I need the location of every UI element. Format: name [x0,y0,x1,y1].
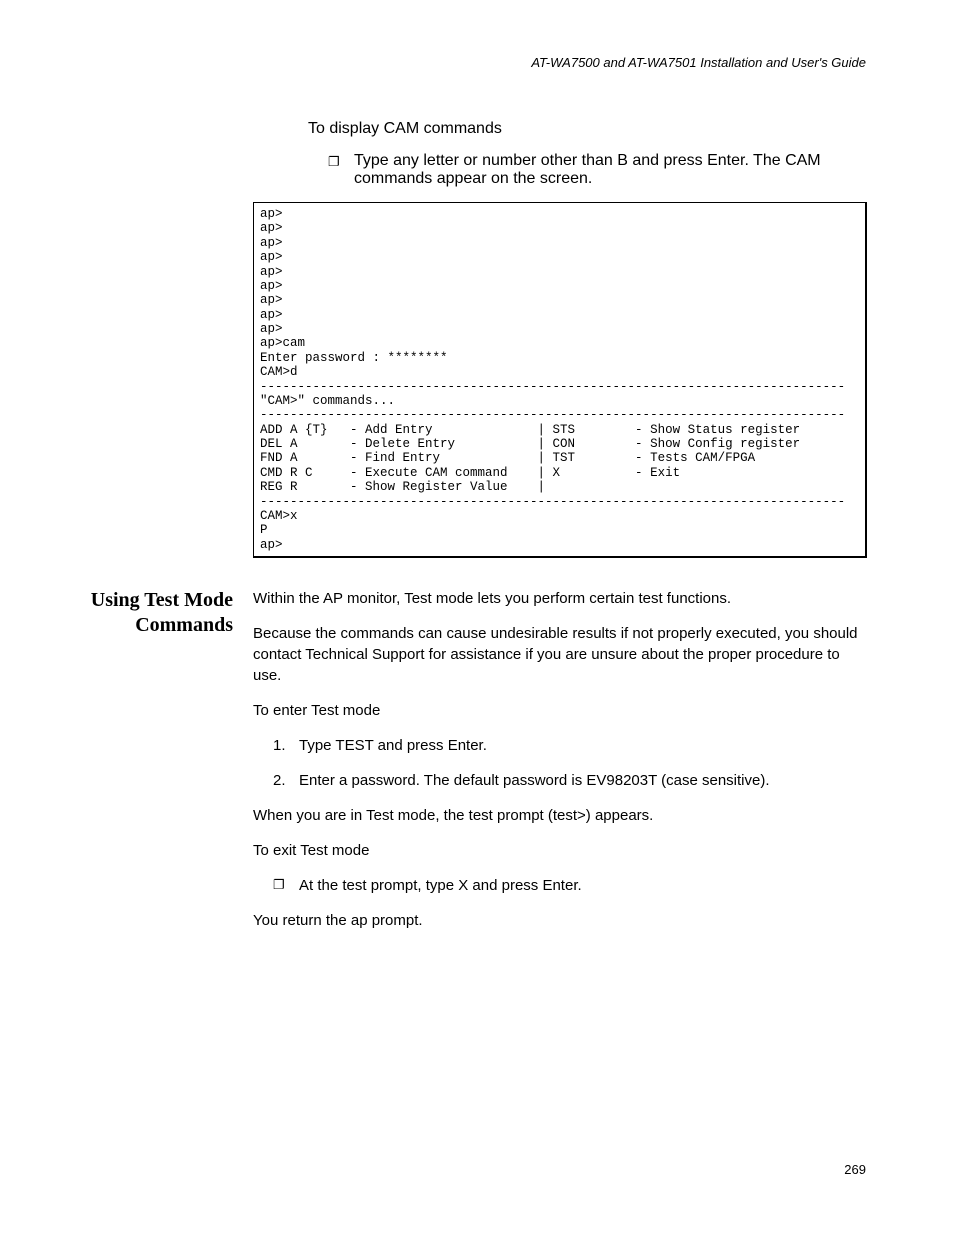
bullet-text: Type any letter or number other than B a… [354,152,866,188]
page: AT-WA7500 and AT-WA7501 Installation and… [0,0,954,1235]
list-item: ❐ At the test prompt, type X and press E… [273,875,866,896]
page-number: 269 [844,1162,866,1177]
section2-heading: Using Test Mode Commands [88,588,253,638]
section2-p2: Because the commands can cause undesirab… [253,623,866,686]
section2-p5: To exit Test mode [253,840,866,861]
bullet-text: At the test prompt, type X and press Ent… [299,875,866,896]
section2-bullets: ❐ At the test prompt, type X and press E… [253,875,866,896]
bullet-icon: ❐ [328,152,354,188]
section2-p6: You return the ap prompt. [253,910,866,931]
section2-p1: Within the AP monitor, Test mode lets yo… [253,588,866,609]
bullet-icon: ❐ [273,875,299,896]
list-item: 2. Enter a password. The default passwor… [273,770,866,791]
list-item: ❐ Type any letter or number other than B… [328,152,866,188]
step-number: 2. [273,770,299,791]
step-number: 1. [273,735,299,756]
step-text: Enter a password. The default password i… [299,770,866,791]
section2-p3: To enter Test mode [253,700,866,721]
section1-body: To display CAM commands ❐ Type any lette… [308,120,866,188]
section2-numlist: 1. Type TEST and press Enter. 2. Enter a… [253,735,866,791]
terminal-output: ap> ap> ap> ap> ap> ap> ap> ap> ap> ap>c… [260,207,859,552]
section1-intro: To display CAM commands [308,120,866,138]
step-text: Type TEST and press Enter. [299,735,866,756]
section2-body: Within the AP monitor, Test mode lets yo… [253,588,866,945]
terminal-window: ap> ap> ap> ap> ap> ap> ap> ap> ap> ap>c… [253,202,867,558]
section2: Using Test Mode Commands Within the AP m… [88,588,866,945]
list-item: 1. Type TEST and press Enter. [273,735,866,756]
section2-p4: When you are in Test mode, the test prom… [253,805,866,826]
page-header: AT-WA7500 and AT-WA7501 Installation and… [88,55,866,70]
section1-bullets: ❐ Type any letter or number other than B… [308,152,866,188]
